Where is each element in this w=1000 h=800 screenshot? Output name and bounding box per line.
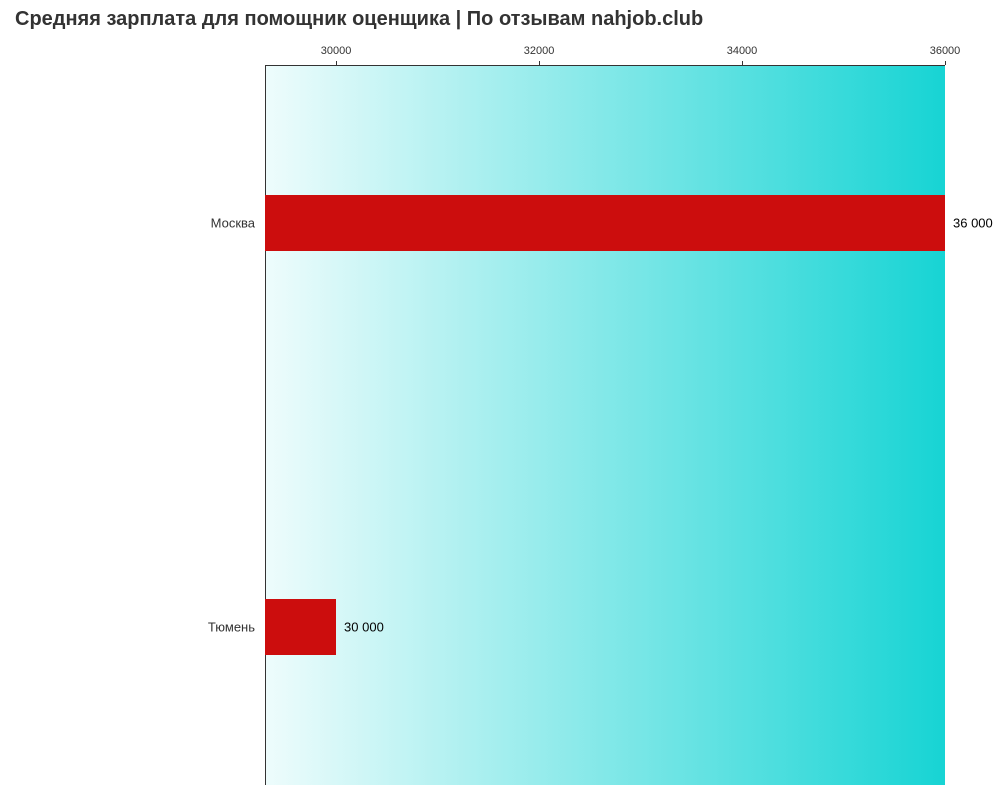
x-tick-label: 32000 [524, 45, 555, 57]
x-tick-label: 36000 [930, 45, 961, 57]
bar [265, 195, 945, 251]
x-tick-mark [336, 61, 337, 65]
x-tick-mark [742, 61, 743, 65]
bar-value-label: 36 000 [953, 216, 993, 231]
bar [265, 599, 336, 655]
x-tick-mark [539, 61, 540, 65]
axis-top [265, 65, 945, 66]
axis-left [265, 65, 266, 785]
x-tick-mark [945, 61, 946, 65]
plot-background [265, 65, 945, 785]
y-tick-label: Москва [211, 216, 255, 231]
x-tick-label: 30000 [321, 45, 352, 57]
x-tick-label: 34000 [727, 45, 758, 57]
chart-title: Средняя зарплата для помощник оценщика |… [15, 8, 703, 31]
y-tick-label: Тюмень [208, 619, 255, 634]
plot-area: 30000 32000 34000 36000 Москва Тюмень 36… [265, 65, 945, 785]
salary-chart: Средняя зарплата для помощник оценщика |… [0, 0, 1000, 800]
bar-value-label: 30 000 [344, 619, 384, 634]
